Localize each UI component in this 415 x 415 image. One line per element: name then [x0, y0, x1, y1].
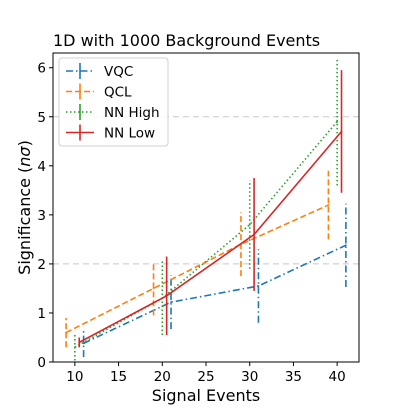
- y-axis-label: Significance (nσ): [15, 140, 34, 275]
- data-point: [327, 204, 330, 206]
- data-point: [248, 223, 251, 226]
- data-point: [170, 301, 172, 304]
- x-axis-label: Signal Events: [152, 386, 260, 405]
- y-tick-label: 5: [37, 110, 46, 126]
- legend-label: QCL: [104, 85, 132, 101]
- data-point: [78, 341, 81, 344]
- chart-title: 1D with 1000 Background Events: [53, 31, 320, 50]
- y-tick-label: 1: [37, 306, 46, 322]
- x-tick-label: 20: [154, 369, 171, 385]
- y-tick-label: 4: [37, 159, 46, 175]
- series-line: [65, 204, 329, 334]
- x-tick-label: 10: [66, 369, 83, 385]
- series-line: [78, 130, 343, 344]
- data-point: [73, 346, 76, 349]
- x-axis-ticks: 10 15 20 25 30 35 40: [66, 362, 346, 385]
- data-point: [253, 233, 255, 236]
- y-tick-label: 6: [37, 61, 46, 77]
- data-point: [336, 120, 339, 123]
- data-point: [152, 287, 155, 290]
- x-tick-label: 15: [110, 369, 127, 385]
- data-point: [65, 331, 68, 334]
- legend-label: NN High: [104, 105, 160, 121]
- y-axis-ticks: 0 1 2 3 4 5 6: [37, 61, 53, 371]
- data-point: [165, 294, 168, 297]
- data-point: [257, 285, 260, 287]
- x-tick-label: 40: [329, 369, 346, 385]
- series-line: [74, 121, 338, 348]
- x-tick-label: 35: [285, 369, 302, 385]
- y-tick-label: 3: [37, 208, 46, 224]
- series-nn-low: [78, 70, 343, 348]
- y-tick-label: 2: [37, 257, 46, 273]
- series-vqc: [82, 203, 347, 358]
- legend-label: VQC: [104, 64, 133, 80]
- series-line: [83, 244, 347, 345]
- y-tick-label: 0: [37, 355, 46, 371]
- x-tick-label: 30: [241, 369, 258, 385]
- series-qcl: [65, 170, 330, 348]
- series-layer: [65, 57, 347, 361]
- legend-box: [58, 57, 169, 147]
- x-tick-label: 25: [197, 369, 214, 385]
- data-point: [340, 130, 343, 133]
- legend: VQC QCL NN High NN Low: [58, 57, 169, 147]
- data-point: [344, 244, 347, 247]
- legend-label: NN Low: [104, 126, 155, 142]
